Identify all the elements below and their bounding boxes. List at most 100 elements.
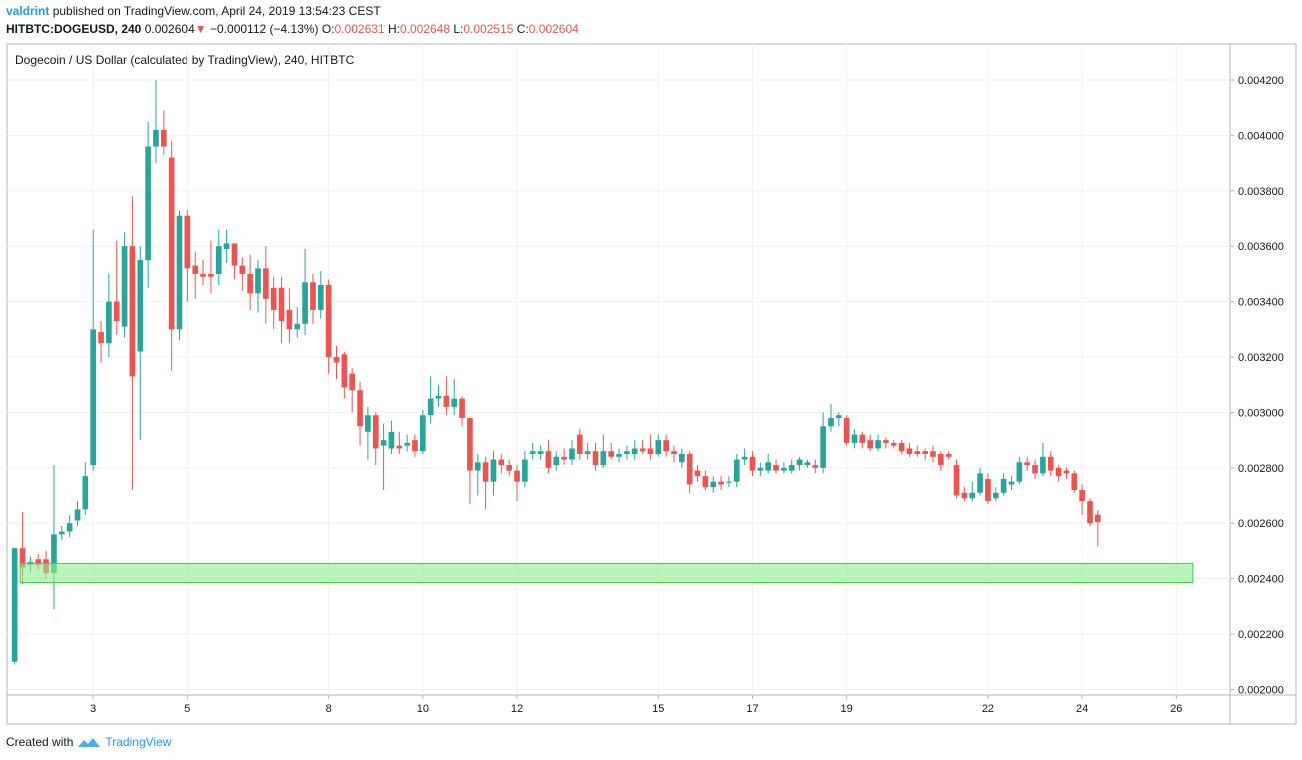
candle-body	[1079, 490, 1085, 502]
candle-body	[804, 462, 811, 466]
grid	[7, 44, 1230, 695]
candle-body	[1024, 462, 1031, 466]
candle-body	[694, 470, 701, 477]
candle-body	[898, 442, 905, 452]
x-tick-label: 10	[417, 703, 429, 715]
candle-body	[875, 440, 881, 449]
candle-body	[192, 265, 199, 274]
candle-body	[1055, 467, 1062, 477]
candle-body	[451, 398, 458, 407]
candle-body	[906, 448, 913, 454]
open-value: 0.002631	[334, 22, 385, 36]
symbol: HITBTC:DOGEUSD, 240	[6, 22, 142, 36]
candle-body	[270, 287, 277, 310]
brand[interactable]: TradingView	[105, 735, 172, 749]
candle-body	[749, 456, 756, 471]
candle-body	[19, 548, 26, 568]
candle-body	[160, 129, 167, 147]
candle-body	[51, 534, 57, 574]
candle-body	[655, 440, 662, 454]
symbol-line: HITBTC:DOGEUSD, 240 0.002604▼ −0.000112 …	[6, 22, 579, 36]
candle-body	[600, 451, 607, 466]
candle-body	[129, 246, 136, 377]
candle-body	[98, 332, 104, 344]
candle-body	[294, 323, 301, 330]
candle-body	[474, 462, 481, 471]
x-tick-label: 24	[1076, 703, 1088, 715]
candle-body	[631, 448, 638, 454]
candle-body	[1071, 473, 1078, 491]
candle-body	[317, 285, 324, 310]
high-value: 0.002648	[399, 22, 451, 36]
candle-body	[671, 451, 677, 454]
chart: Dogecoin / US Dollar (calculated by Trad…	[6, 43, 1297, 725]
candle-body	[341, 354, 348, 388]
y-tick-label: 0.002200	[1238, 629, 1284, 641]
candle-body	[443, 395, 450, 407]
candle-body	[419, 415, 426, 452]
candle-body	[945, 453, 952, 457]
y-tick-label: 0.003800	[1238, 186, 1284, 198]
candle-body	[58, 531, 65, 535]
candle-body	[1016, 462, 1023, 482]
open-label: O:	[321, 22, 335, 36]
candle-body	[514, 470, 520, 482]
candle-body	[231, 243, 238, 266]
candle-body	[325, 285, 332, 358]
candle-body	[584, 451, 591, 454]
candle-body	[66, 523, 73, 532]
candle-body	[302, 282, 308, 324]
candle-body	[686, 453, 693, 485]
x-tick-label: 17	[746, 703, 758, 715]
candle-body	[522, 459, 528, 482]
candle-body	[992, 492, 999, 499]
candle-body	[380, 440, 387, 446]
candle-body	[796, 459, 803, 466]
candle-body	[239, 265, 246, 274]
candle-body	[616, 453, 622, 457]
candle-body	[977, 473, 983, 493]
x-tick-label: 5	[184, 703, 190, 715]
high-label: H:	[387, 22, 400, 36]
candle-body	[184, 215, 191, 269]
candle-body	[349, 373, 356, 391]
candle-body	[828, 417, 834, 427]
candle-body	[278, 287, 285, 322]
candle-body	[1040, 456, 1046, 474]
low-value: 0.002515	[463, 22, 514, 36]
y-tick-label: 0.002800	[1238, 463, 1284, 475]
candle-body	[223, 243, 230, 249]
chart-title: Dogecoin / US Dollar (calculated by Trad…	[15, 53, 355, 67]
candle-body	[663, 440, 669, 452]
candle-body	[1008, 481, 1015, 485]
y-tick-label: 0.004200	[1238, 75, 1284, 87]
candle-body	[867, 440, 874, 449]
candle-body	[427, 398, 434, 416]
candle-body	[490, 459, 497, 482]
candle-body	[1000, 478, 1007, 493]
candle-body	[113, 301, 120, 322]
candle-body	[482, 462, 489, 482]
chart-frame	[6, 43, 1297, 725]
candle-body	[263, 268, 269, 299]
candle-body	[286, 309, 293, 330]
candle-body	[208, 273, 214, 277]
candle-body	[506, 465, 512, 471]
candle-body	[883, 440, 889, 443]
candle-body	[757, 467, 764, 471]
low-label: L:	[453, 22, 464, 36]
candle-body	[718, 481, 724, 485]
y-tick-label: 0.003400	[1238, 297, 1284, 309]
candle-body	[608, 451, 615, 457]
candle-body	[168, 157, 175, 330]
candle-body	[200, 273, 206, 277]
candle-body	[647, 448, 654, 454]
candle-body	[953, 465, 960, 496]
candle-body	[357, 390, 363, 427]
change-arrow: ▼	[194, 22, 207, 36]
candle-body	[835, 415, 842, 418]
candle-body	[726, 481, 732, 483]
author[interactable]: valdrint	[6, 4, 50, 18]
candle-body	[333, 357, 340, 363]
